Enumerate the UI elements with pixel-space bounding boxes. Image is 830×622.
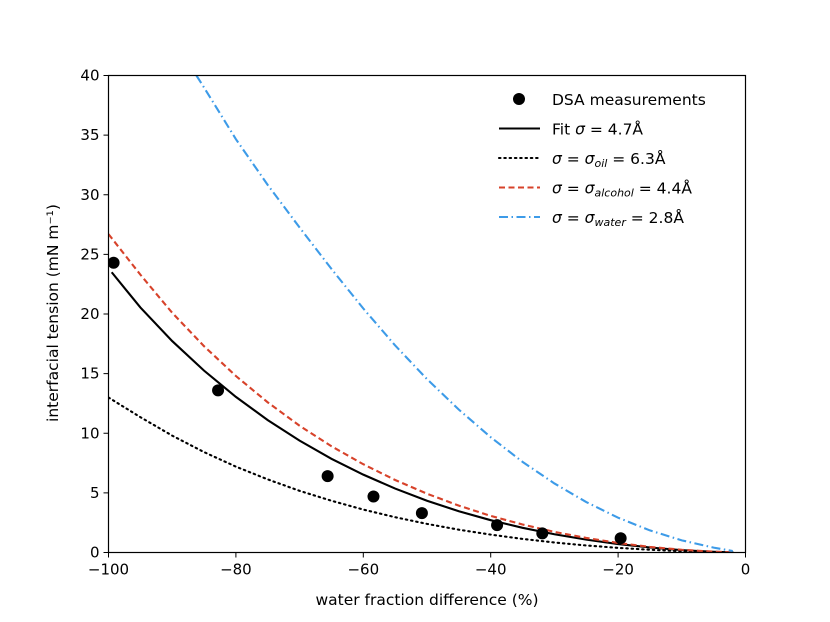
x-tick-label: −20 (602, 561, 634, 579)
legend-label-sigma: σ (575, 121, 586, 139)
legend-label-sigma-sub-base: σ (585, 150, 596, 168)
x-tick-label: −80 (220, 561, 252, 579)
y-tick-label: 30 (80, 186, 99, 204)
x-tick-label: −40 (475, 561, 507, 579)
legend-label-sigma-sub-base: σ (585, 180, 596, 198)
x-tick-label: 0 (741, 561, 751, 579)
legend-label: σ = σwater = 2.8Å (552, 208, 684, 229)
legend-label-eq: = (562, 209, 585, 227)
legend-label-value: = 4.4Å (634, 179, 692, 198)
y-tick-label: 20 (80, 305, 99, 323)
series-line-1 (110, 271, 733, 553)
x-tick-label: −100 (88, 561, 129, 579)
legend-label-prefix: Fit (552, 121, 575, 139)
data-point (415, 507, 428, 520)
legend-label-eq: = (562, 180, 585, 198)
legend-marker (513, 93, 525, 105)
data-point (536, 527, 549, 540)
data-point (367, 490, 380, 503)
legend-label-sigma-sub-base: σ (585, 209, 596, 227)
legend-label-subscript: water (595, 216, 628, 229)
legend-label: Fit σ = 4.7Å (552, 120, 643, 139)
legend-label: σ = σalcohol = 4.4Å (552, 179, 692, 200)
legend-label-eq: = (562, 150, 585, 168)
y-tick-label: 35 (80, 126, 99, 144)
plot-series (108, 75, 734, 553)
legend-label: DSA measurements (552, 91, 706, 109)
data-point (491, 519, 504, 532)
y-tick-label: 25 (80, 245, 99, 263)
y-tick-label: 5 (90, 484, 100, 502)
y-axis-label: interfacial tension (mN m⁻¹) (44, 204, 62, 422)
plot-frame (107, 74, 747, 554)
legend-label-value: = 4.7Å (585, 120, 643, 139)
y-tick-label: 40 (80, 67, 99, 85)
data-point (321, 470, 334, 483)
series-line-4 (195, 75, 733, 553)
legend-label-subscript: alcohol (595, 187, 634, 200)
y-tick-label: 15 (80, 365, 99, 383)
data-point (108, 256, 120, 269)
legend-label-sigma: σ (552, 180, 563, 198)
data-point (614, 532, 627, 545)
y-tick-label: 0 (90, 544, 100, 562)
x-axis-ticks: −100 −80 −60 −40 −20 0 (88, 552, 751, 579)
series-line-2 (108, 396, 734, 553)
y-tick-label: 10 (80, 424, 99, 442)
legend-label-sigma: σ (552, 150, 563, 168)
x-tick-label: −60 (347, 561, 379, 579)
legend-label-sigma: σ (552, 209, 563, 227)
legend-label-subscript: oil (595, 157, 608, 170)
legend-label: σ = σoil = 6.3Å (552, 149, 666, 170)
data-point (212, 384, 225, 397)
series-line-3 (108, 233, 733, 553)
legend-label-value: = 2.8Å (626, 208, 684, 227)
x-axis-label: water fraction difference (%) (315, 591, 538, 609)
y-axis-ticks: 0 5 10 15 20 25 30 35 40 (80, 67, 109, 562)
legend-label-value: = 6.3Å (607, 149, 665, 168)
